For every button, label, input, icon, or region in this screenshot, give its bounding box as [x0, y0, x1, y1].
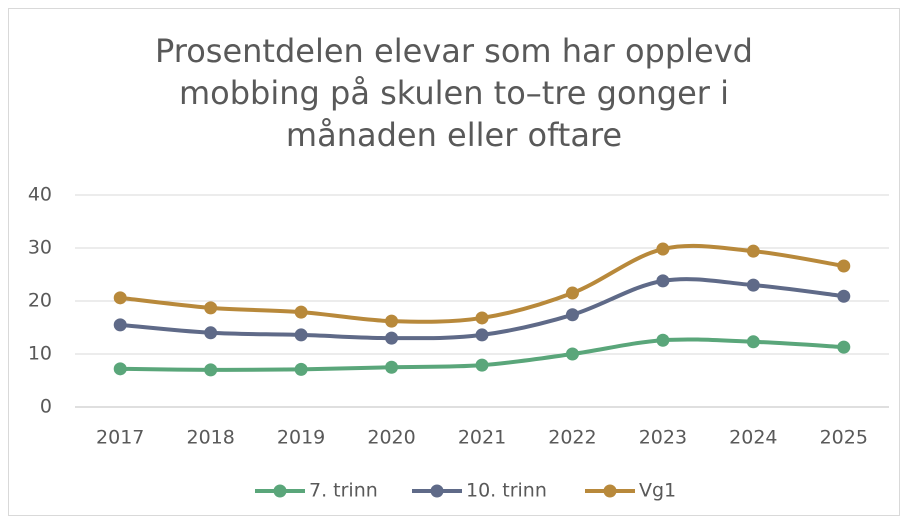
y-tick-label: 0 [40, 396, 52, 418]
y-tick-label: 30 [28, 237, 52, 259]
x-tick-label: 2019 [277, 427, 325, 449]
y-tick-label: 20 [28, 290, 52, 312]
data-point [385, 314, 399, 328]
data-point [385, 331, 399, 345]
data-point [656, 274, 670, 288]
data-point [113, 291, 127, 305]
x-tick-label: 2025 [820, 427, 868, 449]
legend-label: Vg1 [639, 480, 676, 502]
data-point [294, 328, 308, 342]
data-point [837, 289, 851, 303]
data-point [565, 286, 579, 300]
x-tick-label: 2017 [96, 427, 144, 449]
data-point [204, 301, 218, 315]
data-point [746, 335, 760, 349]
data-point [746, 278, 760, 292]
data-point [746, 244, 760, 258]
x-tick-label: 2020 [367, 427, 415, 449]
x-tick-label: 2018 [186, 427, 234, 449]
x-tick-label: 2022 [548, 427, 596, 449]
data-point [837, 340, 851, 354]
chart-border [8, 8, 900, 516]
data-point [565, 347, 579, 361]
data-point [565, 308, 579, 322]
y-tick-label: 10 [28, 343, 52, 365]
data-point [385, 360, 399, 374]
x-tick-label: 2024 [729, 427, 777, 449]
data-point [113, 362, 127, 376]
legend-marker [603, 484, 617, 498]
data-point [294, 362, 308, 376]
y-tick-label: 40 [28, 184, 52, 206]
legend-marker [430, 484, 444, 498]
data-point [475, 311, 489, 325]
x-tick-label: 2021 [458, 427, 506, 449]
data-point [475, 328, 489, 342]
data-point [113, 318, 127, 332]
data-point [294, 305, 308, 319]
data-point [837, 259, 851, 273]
chart-title: Prosentdelen elevar som har opplevd mobb… [155, 32, 753, 154]
data-point [475, 358, 489, 372]
data-point [204, 326, 218, 340]
legend-label: 7. trinn [309, 480, 378, 502]
x-tick-label: 2023 [639, 427, 687, 449]
data-point [204, 363, 218, 377]
data-point [656, 242, 670, 256]
legend-marker [273, 484, 287, 498]
legend-label: 10. trinn [466, 480, 547, 502]
data-point [656, 333, 670, 347]
